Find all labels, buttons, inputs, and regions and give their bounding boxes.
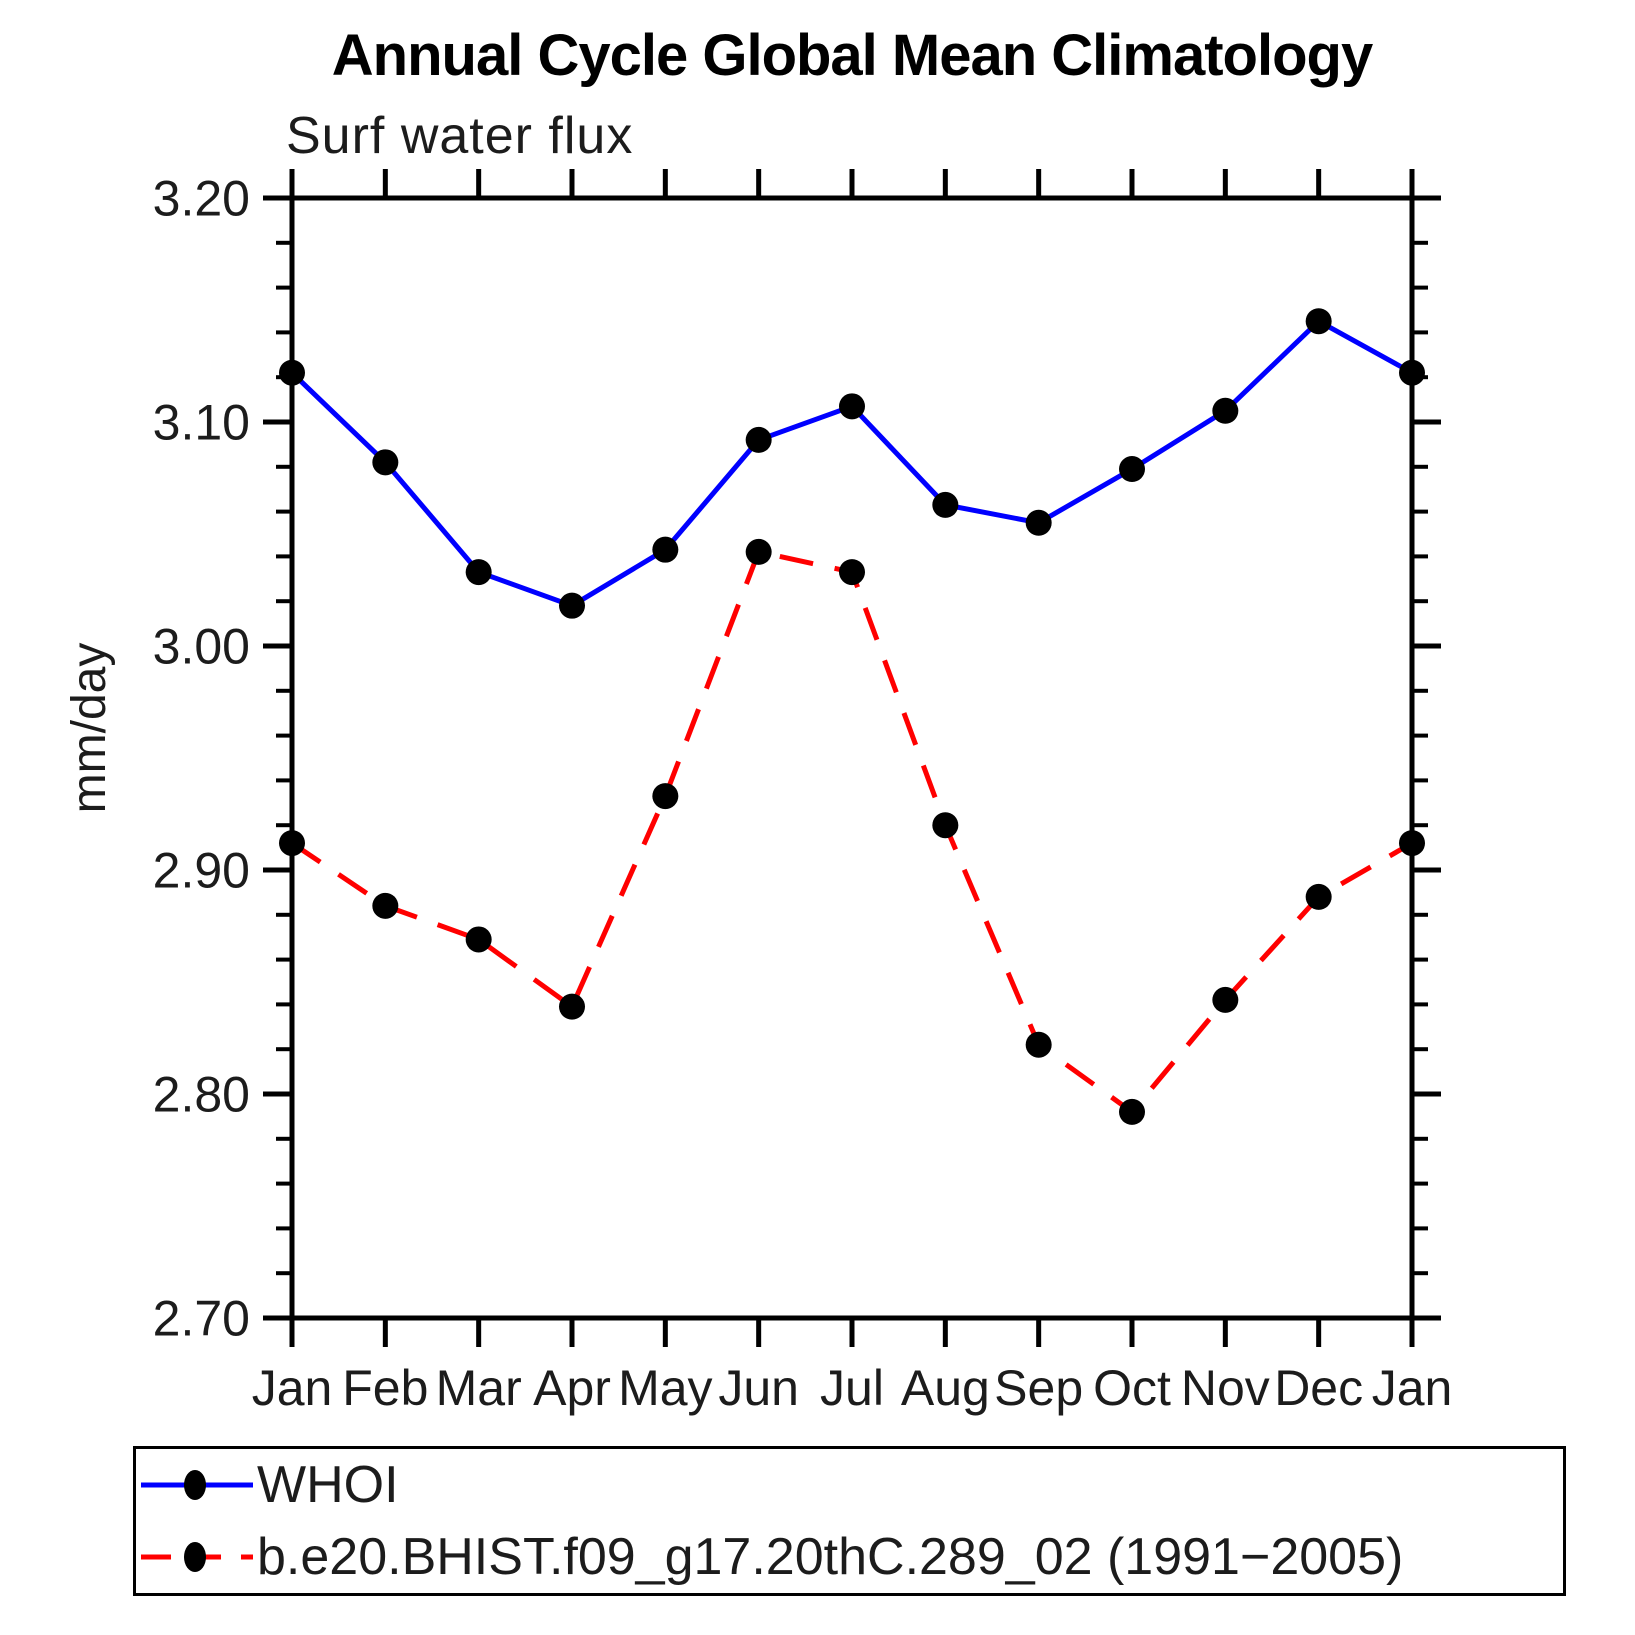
x-tick-label: Oct bbox=[1093, 1360, 1171, 1416]
series-line-1 bbox=[290, 549, 1414, 1115]
data-point-marker bbox=[465, 559, 492, 586]
data-point-marker bbox=[839, 393, 865, 420]
y-tick-label: 2.90 bbox=[153, 843, 250, 899]
data-point-marker bbox=[372, 449, 399, 476]
data-point-marker bbox=[839, 559, 865, 586]
data-point-marker bbox=[1025, 1031, 1052, 1058]
whoi-line-sample-icon bbox=[141, 1470, 253, 1500]
legend-entry-model: b.e20.BHIST.f09_g17.20thC.289_02 (1991−2… bbox=[141, 1521, 1563, 1593]
x-tick-label: Jan bbox=[252, 1360, 333, 1416]
x-tick-label: Jan bbox=[1372, 1360, 1453, 1416]
whoi-sample-marker-icon bbox=[184, 1470, 206, 1500]
data-point-marker bbox=[279, 830, 305, 857]
data-point-marker bbox=[1212, 986, 1239, 1013]
data-point-marker bbox=[465, 926, 492, 953]
x-tick-label: Jun bbox=[718, 1360, 799, 1416]
legend-entry-whoi: WHOI bbox=[141, 1449, 1563, 1521]
x-tick-label: May bbox=[618, 1360, 712, 1416]
data-point-marker bbox=[559, 993, 585, 1020]
x-tick-label: Aug bbox=[901, 1360, 990, 1416]
y-tick-label: 2.80 bbox=[153, 1067, 250, 1123]
data-point-marker bbox=[745, 426, 772, 453]
data-point-marker bbox=[1119, 1098, 1145, 1125]
data-point-marker bbox=[1399, 830, 1425, 857]
data-point-marker bbox=[932, 491, 959, 518]
plot-frame bbox=[289, 195, 1415, 1321]
y-tick-label: 3.00 bbox=[153, 619, 250, 675]
data-point-marker bbox=[372, 892, 399, 919]
legend-label-whoi: WHOI bbox=[257, 1456, 399, 1514]
x-tick-label: Mar bbox=[436, 1360, 522, 1416]
model-sample-marker-icon bbox=[184, 1542, 206, 1572]
x-tick-label: Apr bbox=[533, 1360, 611, 1416]
x-tick-label: Sep bbox=[994, 1360, 1083, 1416]
x-tick-label: Feb bbox=[342, 1360, 428, 1416]
x-tick-label: Nov bbox=[1181, 1360, 1270, 1416]
data-point-marker bbox=[279, 359, 305, 386]
data-point-marker bbox=[1025, 509, 1052, 536]
chart-title: Annual Cycle Global Mean Climatology bbox=[331, 23, 1373, 88]
x-tick-label: Dec bbox=[1274, 1360, 1363, 1416]
data-point-marker bbox=[652, 536, 679, 563]
data-point-marker bbox=[932, 812, 959, 839]
legend: WHOI b.e20.BHIST.f09_g17.20thC.289_02 (1… bbox=[133, 1446, 1566, 1596]
data-point-marker bbox=[1305, 308, 1332, 335]
y-tick-label: 3.20 bbox=[153, 171, 250, 227]
y-tick-label: 3.10 bbox=[153, 395, 250, 451]
data-point-marker bbox=[745, 538, 772, 565]
y-tick-label: 2.70 bbox=[153, 1291, 250, 1347]
chart-subtitle: Surf water flux bbox=[286, 107, 634, 165]
data-point-marker bbox=[1305, 883, 1332, 910]
data-point-marker bbox=[652, 783, 679, 810]
data-point-marker bbox=[1212, 397, 1239, 424]
model-line-sample-icon bbox=[141, 1542, 253, 1572]
data-point-marker bbox=[1399, 359, 1425, 386]
data-point-marker bbox=[559, 592, 585, 619]
x-tick-label: Jul bbox=[820, 1360, 884, 1416]
legend-label-model: b.e20.BHIST.f09_g17.20thC.289_02 (1991−2… bbox=[257, 1528, 1404, 1586]
data-point-marker bbox=[1119, 456, 1145, 483]
